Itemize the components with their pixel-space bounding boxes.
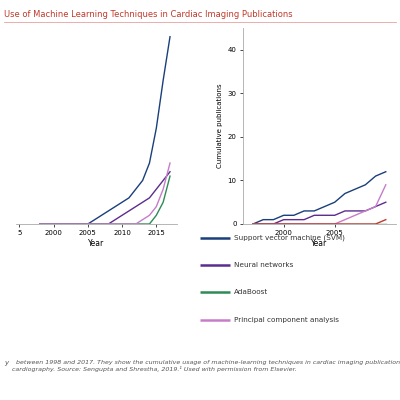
X-axis label: Year: Year: [311, 239, 328, 248]
Text: between 1998 and 2017. They show the cumulative usage of machine-learning techni: between 1998 and 2017. They show the cum…: [12, 360, 400, 372]
Text: Neural networks: Neural networks: [234, 262, 293, 268]
X-axis label: Year: Year: [88, 239, 104, 248]
Text: Support vector machine (SVM): Support vector machine (SVM): [234, 235, 345, 241]
Y-axis label: Cumulative publications: Cumulative publications: [217, 84, 223, 168]
Text: AdaBoost: AdaBoost: [234, 290, 268, 295]
Text: Principal component analysis: Principal component analysis: [234, 317, 339, 322]
Text: Use of Machine Learning Techniques in Cardiac Imaging Publications: Use of Machine Learning Techniques in Ca…: [4, 10, 293, 19]
Text: y: y: [4, 360, 8, 366]
